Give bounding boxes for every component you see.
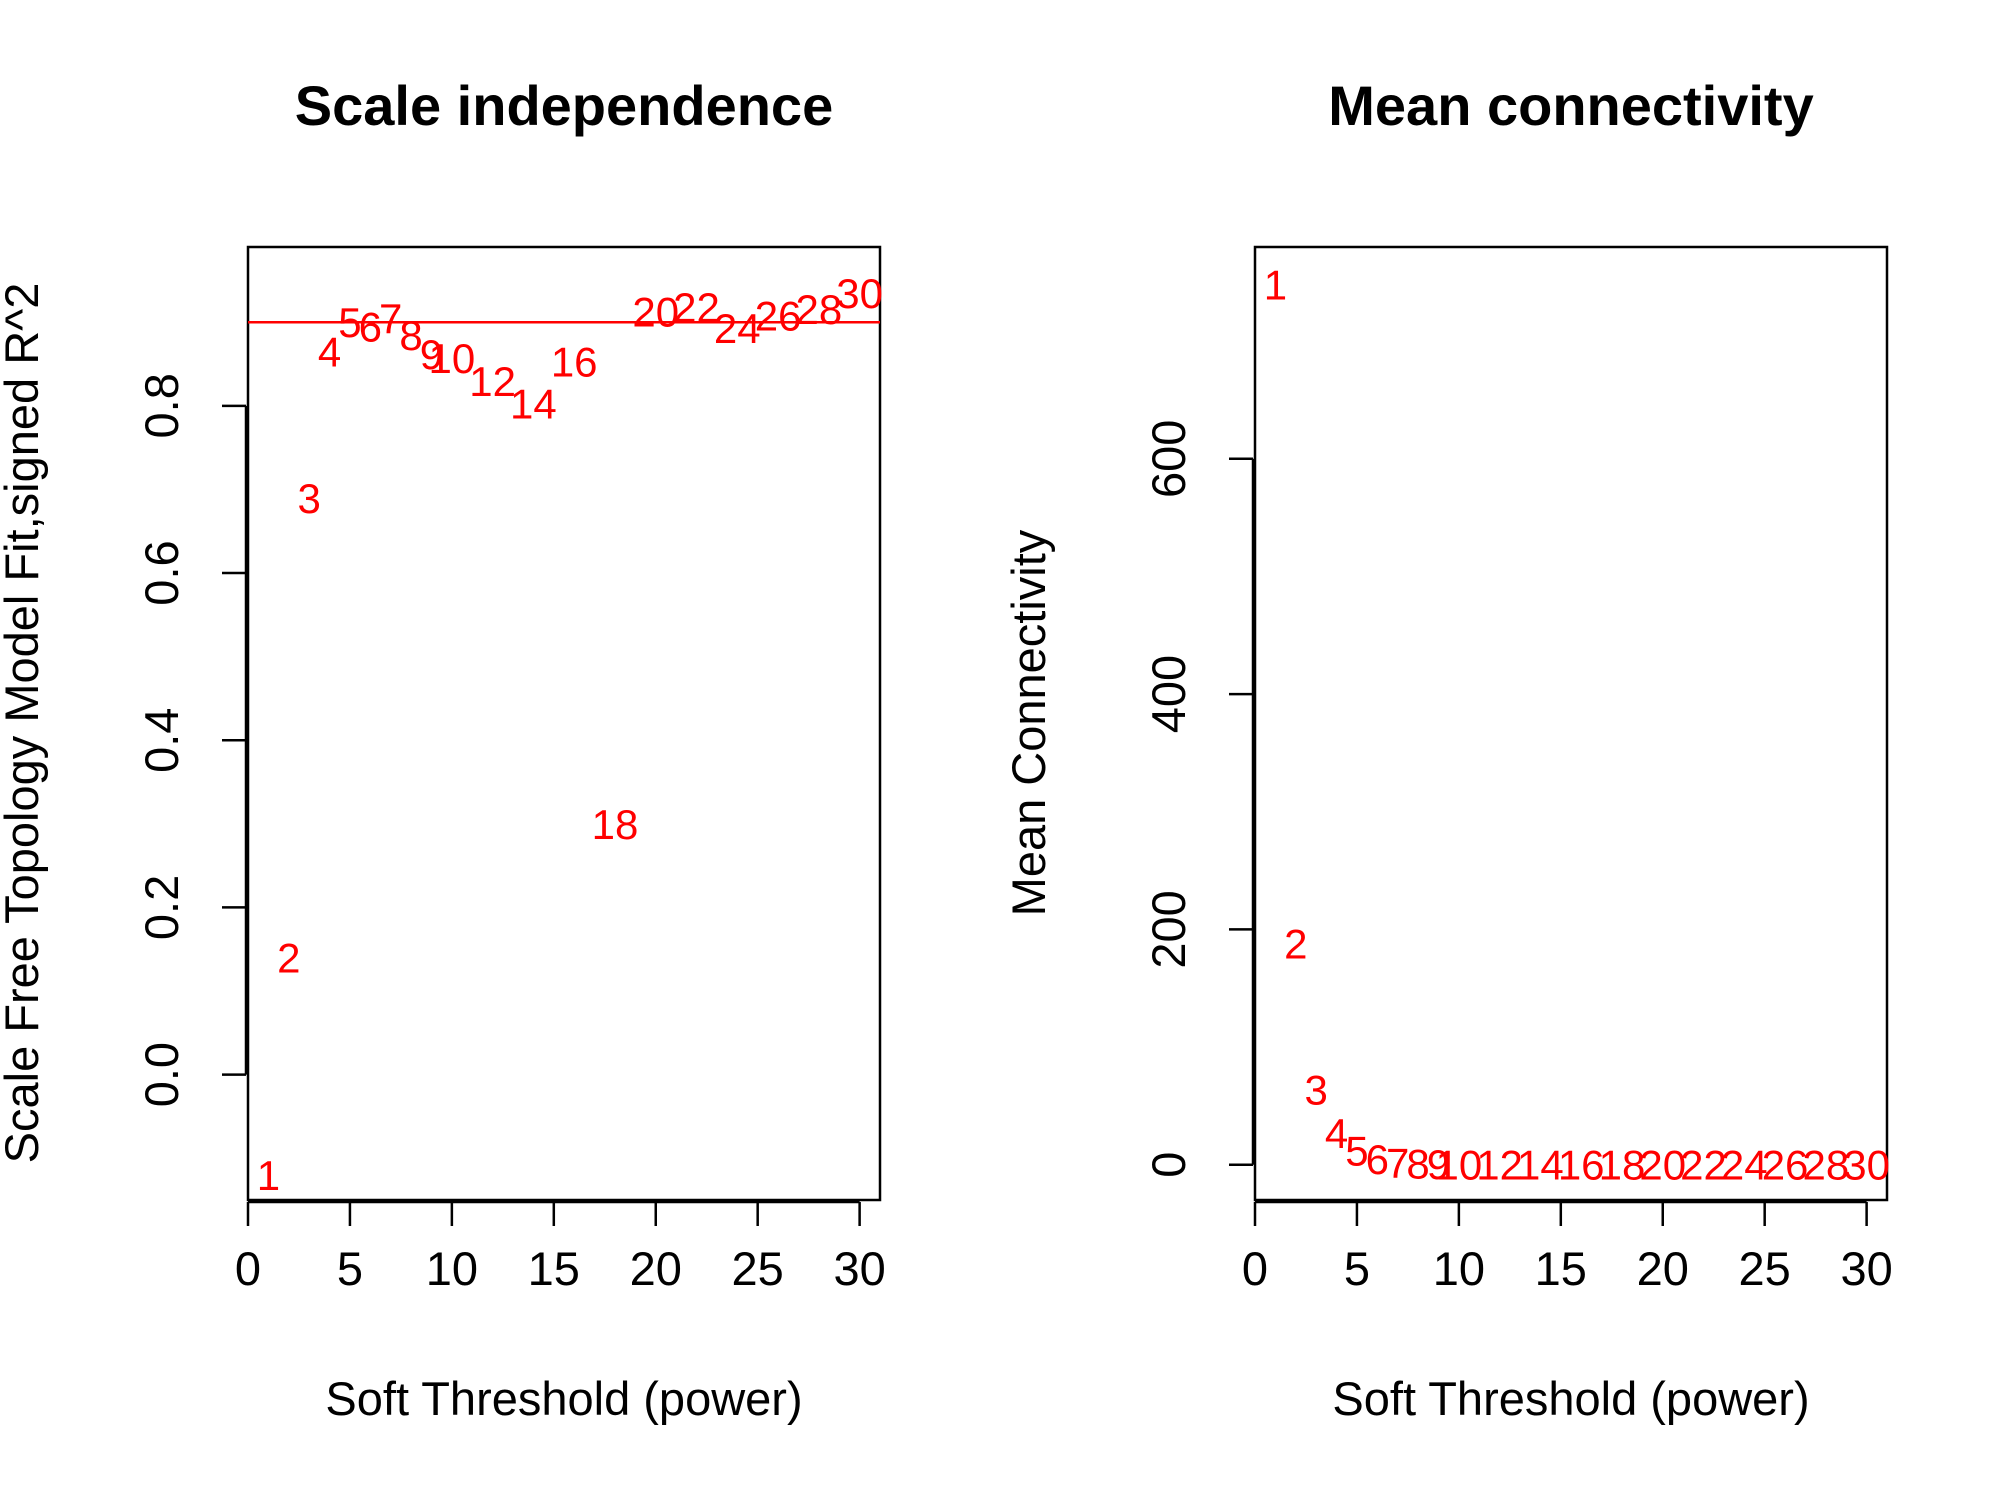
chart-1-plot-frame: [1253, 245, 1889, 1202]
chart-1-x-tick-label: 0: [1242, 1242, 1268, 1295]
chart-0-y-axis-label: Scale Free Topology Model Fit,signed R^2: [0, 283, 48, 1164]
chart-1-point-2: 2: [1284, 921, 1307, 968]
chart-1-point-3: 3: [1304, 1066, 1327, 1113]
chart-1-y-tick-label: 200: [1142, 890, 1195, 968]
chart-1-x-tick-label: 5: [1344, 1242, 1370, 1295]
chart-0-point-6: 6: [359, 303, 382, 350]
chart-0-title: Scale independence: [295, 74, 833, 137]
chart-1-point-5: 5: [1345, 1128, 1368, 1175]
chart-0-point-26: 26: [755, 293, 802, 340]
chart-0-point-4: 4: [318, 328, 341, 375]
chart-1-x-tick-label: 20: [1637, 1242, 1689, 1295]
chart-0-point-22: 22: [673, 284, 720, 331]
chart-0-x-tick-label: 30: [833, 1242, 885, 1295]
chart-1-point-7: 7: [1386, 1139, 1409, 1186]
chart-0-point-2: 2: [277, 935, 300, 982]
chart-1-point-18: 18: [1599, 1142, 1646, 1189]
chart-0-point-24: 24: [714, 305, 761, 352]
chart-1-point-24: 24: [1721, 1142, 1768, 1189]
chart-1-point-14: 14: [1517, 1142, 1564, 1189]
chart-1-point-6: 6: [1366, 1136, 1389, 1183]
chart-0-point-7: 7: [379, 295, 402, 342]
chart-1-point-12: 12: [1476, 1142, 1523, 1189]
chart-0-point-28: 28: [795, 286, 842, 333]
chart-1-point-26: 26: [1762, 1142, 1809, 1189]
chart-0-x-tick-label: 10: [426, 1242, 478, 1295]
chart-0-point-9: 9: [420, 331, 443, 378]
chart-0-y-tick-label: 0.8: [135, 373, 188, 438]
chart-1-point-20: 20: [1639, 1142, 1686, 1189]
chart-1-y-tick-label: 0: [1142, 1152, 1195, 1178]
chart-1-title: Mean connectivity: [1328, 74, 1813, 137]
chart-0-point-18: 18: [592, 801, 639, 848]
chart-0-point-12: 12: [469, 358, 516, 405]
chart-0-x-axis-label: Soft Threshold (power): [325, 1372, 802, 1425]
chart-0-y-tick-label: 0.0: [135, 1042, 188, 1107]
chart-1-point-16: 16: [1558, 1142, 1605, 1189]
chart-1-y-axis-label: Mean Connectivity: [1002, 529, 1055, 916]
chart-0-x-tick-label: 15: [528, 1242, 580, 1295]
chart-1-x-axis-label: Soft Threshold (power): [1332, 1372, 1809, 1425]
chart-0-plot-frame: [246, 245, 882, 1202]
chart-1-point-8: 8: [1406, 1141, 1429, 1188]
chart-1-point-9: 9: [1427, 1141, 1450, 1188]
chart-0-point-8: 8: [399, 312, 422, 359]
chart-0-x-tick-label: 25: [732, 1242, 784, 1295]
chart-0-x-tick-label: 0: [235, 1242, 261, 1295]
chart-1-point-10: 10: [1436, 1141, 1483, 1188]
chart-1-x-tick-label: 10: [1433, 1242, 1485, 1295]
chart-1-y-tick-label: 400: [1142, 655, 1195, 733]
chart-0-point-14: 14: [510, 380, 557, 427]
chart-0-y-tick-label: 0.2: [135, 875, 188, 940]
chart-0-point-20: 20: [632, 288, 679, 335]
chart-1-point-28: 28: [1802, 1142, 1849, 1189]
chart-0-y-tick-label: 0.4: [135, 708, 188, 773]
chart-0-point-30: 30: [836, 270, 883, 317]
chart-1-point-1: 1: [1264, 262, 1287, 309]
chart-0-x-tick-label: 20: [630, 1242, 682, 1295]
chart-0-point-10: 10: [429, 335, 476, 382]
chart-1-point-22: 22: [1680, 1142, 1727, 1189]
chart-1-x-tick-label: 25: [1739, 1242, 1791, 1295]
chart-0-point-1: 1: [257, 1152, 280, 1199]
chart-0-point-5: 5: [338, 299, 361, 346]
chart-1-point-30: 30: [1843, 1142, 1890, 1189]
chart-1-point-4: 4: [1325, 1110, 1348, 1157]
chart-0-y-tick-label: 0.6: [135, 540, 188, 605]
chart-1-x-tick-label: 30: [1840, 1242, 1892, 1295]
chart-0-point-3: 3: [297, 475, 320, 522]
chart-1-x-tick-label: 15: [1535, 1242, 1587, 1295]
chart-1-y-tick-label: 600: [1142, 420, 1195, 498]
chart-0-point-16: 16: [551, 339, 598, 386]
chart-0-x-tick-label: 5: [337, 1242, 363, 1295]
